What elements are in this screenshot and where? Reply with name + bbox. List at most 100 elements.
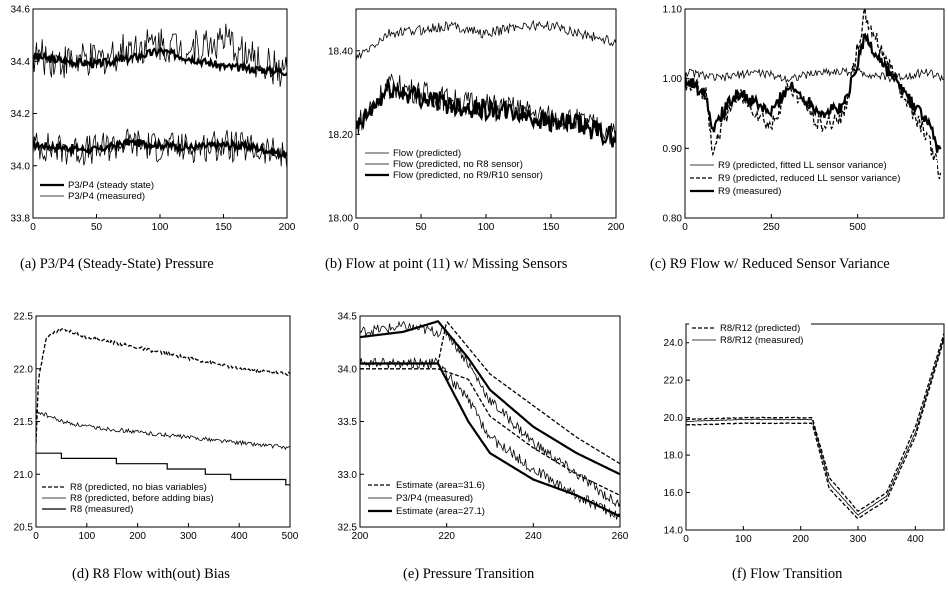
x-tick-label: 0 xyxy=(682,222,688,233)
y-tick-label: 16.0 xyxy=(664,488,684,499)
chart-caption-b: (b) Flow at point (11) w/ Missing Sensor… xyxy=(325,256,568,272)
legend-e xyxy=(365,480,505,523)
chart-caption-f: (f) Flow Transition xyxy=(732,566,843,582)
y-tick-label: 14.0 xyxy=(664,526,684,537)
y-tick-label: 18.40 xyxy=(328,46,353,57)
y-tick-label: 34.2 xyxy=(11,109,31,120)
series-line-e-3 xyxy=(360,368,620,496)
series-group-d xyxy=(36,327,290,486)
legend-label: Flow (predicted, no R9/R10 sensor) xyxy=(393,170,543,181)
series-line-b-2 xyxy=(356,79,616,148)
x-tick-label: 100 xyxy=(78,531,95,542)
legend-label: R9 (measured) xyxy=(718,186,781,197)
chart-caption-a: (a) P3/P4 (Steady-State) Pressure xyxy=(20,256,214,272)
series-line-d-0 xyxy=(36,327,290,444)
x-tick-label: 240 xyxy=(525,531,542,542)
y-tick-label: 1.10 xyxy=(663,5,683,16)
plot-frame-f xyxy=(685,323,945,531)
series-line-d-2 xyxy=(36,452,290,486)
legend-f xyxy=(689,323,811,351)
y-tick-label: 32.5 xyxy=(338,523,358,534)
legend-label: R8 (predicted, before adding bias) xyxy=(70,493,214,504)
chart-f: 0 100 200 300 400 14.0 16.0 18.0 20.0 22.0 24.0 R8/… xyxy=(664,323,945,582)
chart-caption-d: (d) R8 Flow with(out) Bias xyxy=(72,566,230,582)
chart-d: 0 100 200 300 400 500 20.5 21.0 21.5 22.0 22.5 R8 (… xyxy=(14,312,299,583)
series-line-f-0 xyxy=(686,333,944,512)
y-tick-label: 18.0 xyxy=(664,451,684,462)
y-tick-label: 33.0 xyxy=(338,470,358,481)
x-tick-label: 0 xyxy=(33,531,39,542)
x-tick-label: 300 xyxy=(180,531,197,542)
x-tick-label: 500 xyxy=(849,222,866,233)
x-tick-label: 200 xyxy=(352,531,369,542)
y-tick-label: 21.0 xyxy=(14,470,34,481)
series-group-e xyxy=(360,320,620,520)
legend-b xyxy=(362,148,586,185)
x-tick-label: 0 xyxy=(353,222,359,233)
series-line-c-2 xyxy=(685,32,942,153)
y-tick-label: 34.0 xyxy=(338,364,358,375)
legend-label: Estimate (area=27.1) xyxy=(396,506,485,517)
legend-d xyxy=(39,482,261,519)
series-line-a-1 xyxy=(33,23,287,87)
y-tick-label: 34.6 xyxy=(11,5,31,16)
x-tick-label: 0 xyxy=(30,222,36,233)
series-group-b xyxy=(356,19,616,148)
legend-label: P3/P4 (measured) xyxy=(68,191,145,202)
series-line-a-3 xyxy=(33,128,287,170)
series-line-e-2 xyxy=(360,320,620,476)
legend-label: P3/P4 (steady state) xyxy=(68,180,154,191)
chart-e: 200 220 240 260 32.5 33.0 33.5 34.0 34.5 Estimate… xyxy=(338,312,629,583)
y-tick-label: 33.8 xyxy=(11,214,31,225)
y-tick-label: 22.5 xyxy=(14,312,34,323)
x-tick-label: 200 xyxy=(608,222,625,233)
x-tick-label: 100 xyxy=(735,534,752,545)
series-line-e-1 xyxy=(360,320,620,508)
x-tick-label: 220 xyxy=(438,531,455,542)
legend-label: P3/P4 (measured) xyxy=(396,493,473,504)
y-tick-label: 18.20 xyxy=(328,130,353,141)
y-tick-label: 21.5 xyxy=(14,417,34,428)
series-line-b-0 xyxy=(356,19,616,62)
y-tick-label: 18.00 xyxy=(328,214,353,225)
legend-label: R9 (predicted, reduced LL sensor varianc… xyxy=(718,173,900,184)
chart-caption-e: (e) Pressure Transition xyxy=(403,566,535,582)
x-tick-label: 500 xyxy=(282,531,299,542)
y-tick-label: 34.5 xyxy=(338,312,358,323)
chart-caption-c: (c) R9 Flow w/ Reduced Sensor Variance xyxy=(650,256,890,272)
x-tick-label: 50 xyxy=(415,222,427,233)
x-tick-label: 150 xyxy=(543,222,560,233)
series-line-e-5 xyxy=(360,362,620,518)
legend-label: R9 (predicted, fitted LL sensor variance… xyxy=(718,160,887,171)
y-tick-label: 20.5 xyxy=(14,523,34,534)
series-group-c xyxy=(685,9,944,180)
x-tick-label: 400 xyxy=(907,534,924,545)
series-line-d-1 xyxy=(36,409,290,451)
legend-label: Estimate (area=31.6) xyxy=(396,480,485,491)
x-tick-label: 200 xyxy=(129,531,146,542)
chart-b: 0 50 100 150 200 18.00 18.20 18.40 Flow (predict… xyxy=(325,8,625,272)
x-tick-label: 100 xyxy=(152,222,169,233)
x-tick-label: 260 xyxy=(612,531,629,542)
y-tick-label: 33.5 xyxy=(338,417,358,428)
chart-c: 0 250 500 0.80 0.90 1.00 1.10 R9 (predicted, fi… xyxy=(650,5,945,272)
legend-label: R8 (measured) xyxy=(70,504,133,515)
legend-c xyxy=(687,160,937,203)
chart-a: 0 50 100 150 200 33.8 34.0 34.2 34.4 34.6 P3/P4 (s… xyxy=(11,5,296,273)
series-line-c-0 xyxy=(685,66,944,84)
y-tick-label: 22.0 xyxy=(664,376,684,387)
legend-label: R8/R12 (predicted) xyxy=(720,323,800,334)
plot-frame-c xyxy=(684,8,945,219)
legend-label: R8/R12 (measured) xyxy=(720,335,803,346)
y-tick-label: 20.0 xyxy=(664,413,684,424)
x-tick-label: 200 xyxy=(279,222,296,233)
x-tick-label: 250 xyxy=(763,222,780,233)
legend-label: R8 (predicted, no bias variables) xyxy=(70,482,207,493)
series-group-f xyxy=(686,333,944,520)
y-tick-label: 0.80 xyxy=(663,214,683,225)
series-line-f-2 xyxy=(686,338,944,520)
x-tick-label: 50 xyxy=(91,222,103,233)
series-group-a xyxy=(33,23,287,170)
y-tick-label: 0.90 xyxy=(663,144,683,155)
